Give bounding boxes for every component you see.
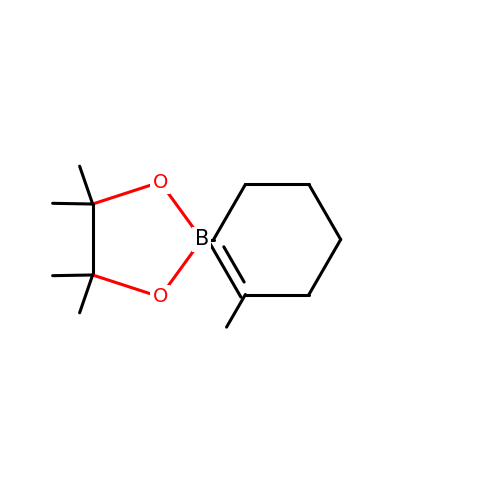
Text: O: O: [152, 172, 168, 192]
Text: O: O: [152, 287, 168, 307]
Text: B: B: [195, 229, 209, 250]
